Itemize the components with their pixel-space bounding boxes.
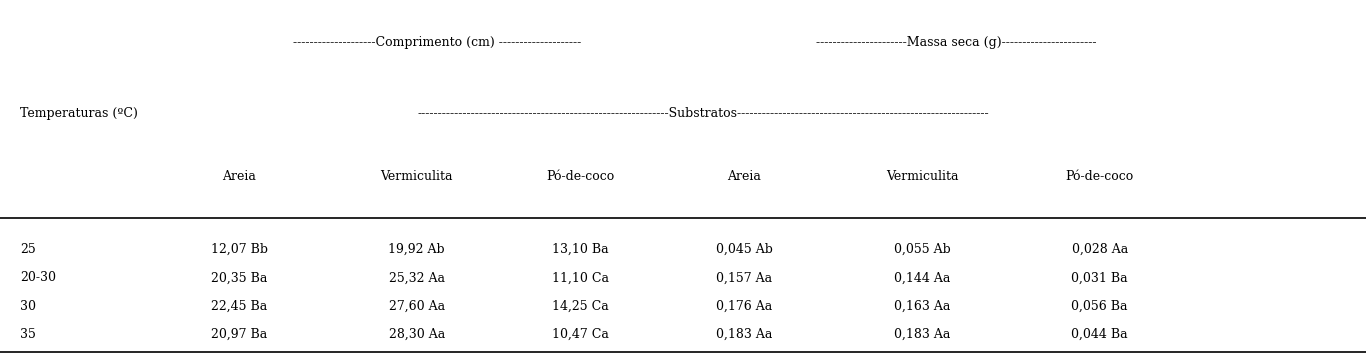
Text: 27,60 Aa: 27,60 Aa bbox=[388, 300, 445, 313]
Text: 19,92 Ab: 19,92 Ab bbox=[388, 243, 445, 256]
Text: 22,45 Ba: 22,45 Ba bbox=[210, 300, 268, 313]
Text: 0,055 Ab: 0,055 Ab bbox=[893, 243, 951, 256]
Text: 0,157 Aa: 0,157 Aa bbox=[716, 272, 773, 284]
Text: 0,031 Ba: 0,031 Ba bbox=[1071, 272, 1128, 284]
Text: 0,045 Ab: 0,045 Ab bbox=[716, 243, 773, 256]
Text: Vermiculita: Vermiculita bbox=[885, 171, 959, 183]
Text: 10,47 Ca: 10,47 Ca bbox=[552, 328, 609, 341]
Text: 20,97 Ba: 20,97 Ba bbox=[210, 328, 268, 341]
Text: 0,044 Ba: 0,044 Ba bbox=[1071, 328, 1128, 341]
Text: Areia: Areia bbox=[728, 171, 761, 183]
Text: 35: 35 bbox=[20, 328, 37, 341]
Text: --------------------Comprimento (cm) --------------------: --------------------Comprimento (cm) ---… bbox=[292, 36, 582, 49]
Text: Temperaturas (ºC): Temperaturas (ºC) bbox=[20, 107, 138, 120]
Text: 25: 25 bbox=[20, 243, 37, 256]
Text: ----------------------Massa seca (g)-----------------------: ----------------------Massa seca (g)----… bbox=[816, 36, 1097, 49]
Text: 13,10 Ba: 13,10 Ba bbox=[552, 243, 609, 256]
Text: 0,176 Aa: 0,176 Aa bbox=[716, 300, 773, 313]
Text: 0,028 Aa: 0,028 Aa bbox=[1071, 243, 1128, 256]
Text: 0,163 Aa: 0,163 Aa bbox=[893, 300, 951, 313]
Text: 25,32 Aa: 25,32 Aa bbox=[389, 272, 444, 284]
Text: 20-30: 20-30 bbox=[20, 272, 56, 284]
Text: 12,07 Bb: 12,07 Bb bbox=[210, 243, 268, 256]
Text: Areia: Areia bbox=[223, 171, 255, 183]
Text: 30: 30 bbox=[20, 300, 37, 313]
Text: 0,183 Aa: 0,183 Aa bbox=[893, 328, 951, 341]
Text: 20,35 Ba: 20,35 Ba bbox=[210, 272, 268, 284]
Text: 0,144 Aa: 0,144 Aa bbox=[893, 272, 951, 284]
Text: 0,183 Aa: 0,183 Aa bbox=[716, 328, 773, 341]
Text: 28,30 Aa: 28,30 Aa bbox=[388, 328, 445, 341]
Text: Pó-de-coco: Pó-de-coco bbox=[1065, 171, 1134, 183]
Text: Pó-de-coco: Pó-de-coco bbox=[546, 171, 615, 183]
Text: Vermiculita: Vermiculita bbox=[380, 171, 454, 183]
Text: 0,056 Ba: 0,056 Ba bbox=[1071, 300, 1128, 313]
Text: 11,10 Ca: 11,10 Ca bbox=[552, 272, 609, 284]
Text: 14,25 Ca: 14,25 Ca bbox=[552, 300, 609, 313]
Text: -------------------------------------------------------------Substratos---------: ----------------------------------------… bbox=[418, 107, 989, 120]
